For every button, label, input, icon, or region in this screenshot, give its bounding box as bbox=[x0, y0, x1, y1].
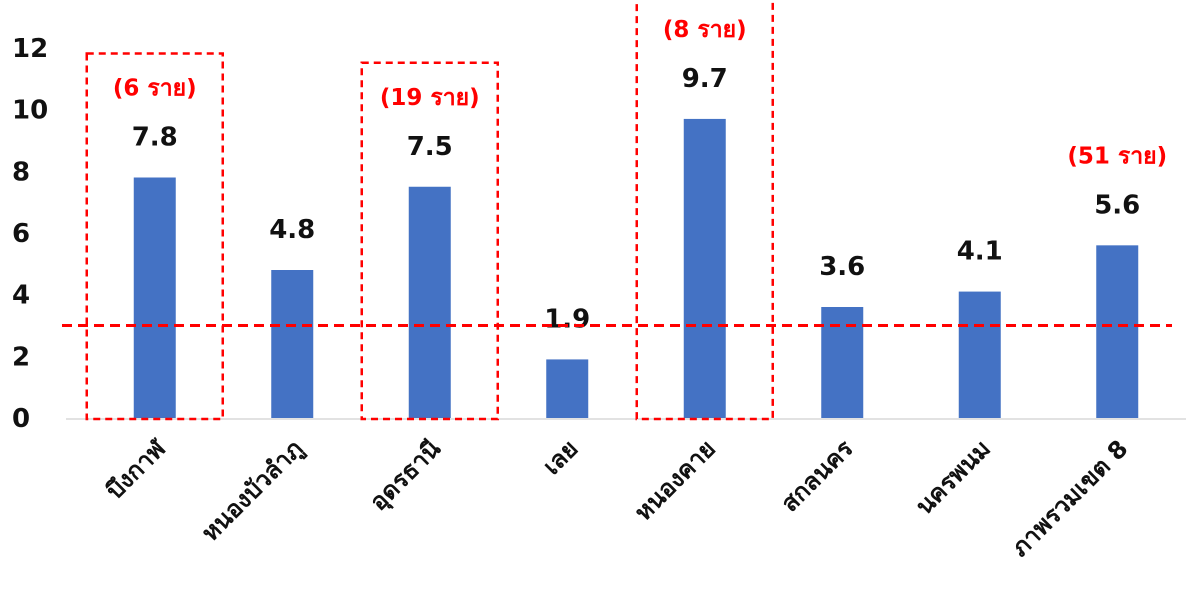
bar[interactable] bbox=[1096, 245, 1139, 418]
case-count-annotation: (6 ราย) bbox=[113, 76, 197, 102]
highlight-box bbox=[635, 0, 774, 421]
x-tick-label: นครพนม bbox=[910, 434, 996, 520]
bar[interactable] bbox=[821, 307, 864, 418]
x-tick-label: หนองคาย bbox=[629, 434, 721, 526]
data-label: 4.8 bbox=[269, 215, 315, 245]
y-tick-label: 10 bbox=[12, 96, 48, 126]
x-tick-label: อุดรธานี bbox=[364, 434, 447, 517]
y-tick-label: 2 bbox=[12, 342, 30, 372]
highlight-box bbox=[85, 52, 224, 421]
case-count-annotation: (51 ราย) bbox=[1067, 143, 1167, 169]
data-label: 4.1 bbox=[957, 237, 1003, 267]
y-tick-label: 0 bbox=[12, 404, 30, 434]
bar[interactable] bbox=[683, 118, 726, 419]
data-label: 3.6 bbox=[819, 252, 865, 282]
data-label: 5.6 bbox=[1094, 190, 1140, 220]
y-tick-label: 12 bbox=[12, 34, 48, 64]
y-tick-label: 6 bbox=[12, 219, 30, 249]
x-tick-label: เลย bbox=[538, 434, 584, 480]
bar[interactable] bbox=[546, 359, 589, 418]
data-label: 9.7 bbox=[682, 64, 728, 94]
case-count-annotation: (19 ราย) bbox=[380, 85, 480, 111]
highlight-box bbox=[360, 61, 499, 421]
data-label: 7.8 bbox=[132, 123, 178, 153]
bar[interactable] bbox=[271, 270, 314, 418]
bar[interactable] bbox=[408, 186, 451, 418]
bar[interactable] bbox=[958, 291, 1001, 418]
case-count-annotation: (8 ราย) bbox=[663, 17, 747, 43]
data-label: 7.5 bbox=[407, 132, 453, 162]
x-tick-label: ภาพรวมเขต 8 bbox=[1006, 434, 1134, 562]
data-label: 1.9 bbox=[544, 304, 590, 334]
x-tick-label: สกลนคร bbox=[776, 434, 859, 517]
x-tick-label: หนองบัวลำภู bbox=[196, 434, 309, 547]
x-tick-label: บึงกาฬ bbox=[101, 433, 172, 504]
y-tick-label: 4 bbox=[12, 281, 30, 311]
y-tick-label: 8 bbox=[12, 157, 30, 187]
bar[interactable] bbox=[133, 177, 176, 419]
